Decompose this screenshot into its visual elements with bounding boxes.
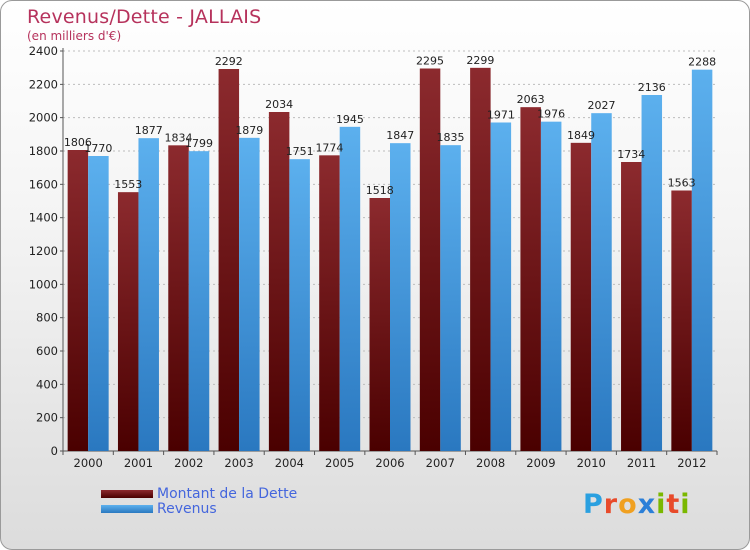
logo-letter: r (603, 489, 619, 520)
legend-swatch-dette (101, 490, 153, 498)
y-tick-label: 800 (36, 311, 58, 325)
x-tick-label: 2012 (677, 456, 706, 470)
logo-letter: P (583, 489, 604, 520)
bar-dette-2000 (67, 150, 89, 451)
value-label-revenus-2002: 1799 (185, 137, 213, 150)
value-label-revenus-2010: 2027 (587, 99, 615, 112)
bar-revenus-2011 (641, 95, 663, 451)
bar-revenus-2007 (440, 145, 461, 451)
bar-dette-2010 (570, 142, 592, 452)
y-tick-label: 600 (36, 344, 58, 358)
bar-revenus-2001 (138, 138, 159, 451)
value-label-dette-2012: 1563 (668, 177, 696, 190)
bar-dette-2008 (470, 67, 491, 451)
x-tick-label: 2008 (476, 456, 505, 470)
x-tick-label: 2001 (124, 456, 153, 470)
y-tick-label: 1200 (29, 244, 58, 258)
value-label-revenus-2007: 1835 (437, 131, 465, 144)
logo-letter: x (637, 489, 657, 520)
value-label-dette-2001: 1553 (114, 178, 142, 191)
chart-title: Revenus/Dette - JALLAIS (27, 6, 262, 28)
logo-letter: i (680, 489, 691, 520)
y-tick-label: 0 (51, 444, 58, 458)
x-tick-label: 2000 (74, 456, 103, 470)
bar-dette-2012 (671, 190, 692, 451)
y-tick-label: 200 (36, 411, 58, 425)
x-tick-label: 2005 (325, 456, 354, 470)
value-label-dette-2005: 1774 (315, 141, 343, 154)
value-label-dette-2003: 2292 (215, 55, 243, 68)
value-label-revenus-2000: 1770 (84, 142, 112, 155)
bar-dette-2006 (369, 198, 390, 451)
bar-dette-2009 (520, 107, 541, 452)
y-tick-label: 1600 (29, 177, 58, 191)
y-tick-label: 2000 (29, 111, 58, 125)
bar-dette-2002 (168, 145, 189, 452)
chart-subtitle: (en milliers d'€) (27, 29, 122, 43)
y-tick-label: 2400 (29, 44, 58, 58)
value-label-revenus-2003: 1879 (235, 124, 263, 137)
bar-dette-2003 (218, 69, 240, 451)
logo-letter: t (666, 489, 681, 520)
x-tick-label: 2011 (627, 456, 656, 470)
bar-revenus-2012 (691, 69, 713, 452)
bar-revenus-2010 (591, 113, 612, 452)
value-label-dette-2006: 1518 (366, 184, 394, 197)
bar-dette-2005 (319, 155, 340, 452)
x-tick-label: 2002 (174, 456, 203, 470)
value-label-dette-2000: 1806 (64, 136, 92, 149)
bar-revenus-2000 (88, 156, 109, 451)
value-label-dette-2004: 2034 (265, 98, 293, 111)
bar-revenus-2004 (289, 159, 310, 451)
value-label-dette-2007: 2295 (416, 55, 444, 68)
value-label-dette-2010: 1849 (567, 129, 595, 142)
value-label-dette-2002: 1834 (165, 131, 193, 144)
x-tick-label: 2003 (224, 456, 253, 470)
bar-revenus-2002 (188, 151, 210, 451)
y-tick-label: 2200 (29, 77, 58, 91)
x-tick-label: 2006 (375, 456, 404, 470)
bar-revenus-2008 (490, 122, 512, 451)
value-label-revenus-2004: 1751 (286, 145, 314, 158)
value-label-dette-2008: 2299 (466, 54, 494, 67)
x-tick-label: 2009 (526, 456, 555, 470)
bar-revenus-2009 (540, 121, 562, 452)
proxiti-logo: Proxiti (583, 489, 691, 520)
logo-letter: i (656, 489, 667, 520)
logo-letter: o (618, 489, 638, 520)
y-tick-label: 1400 (29, 211, 58, 225)
bar-dette-2001 (117, 192, 139, 451)
value-label-dette-2011: 1734 (617, 148, 645, 161)
y-tick-label: 400 (36, 377, 58, 391)
legend-label-revenus: Revenus (157, 501, 217, 517)
bar-dette-2007 (419, 68, 441, 451)
x-tick-label: 2004 (275, 456, 304, 470)
x-tick-label: 2007 (426, 456, 455, 470)
value-label-revenus-2005: 1945 (336, 113, 364, 126)
value-label-revenus-2009: 1976 (537, 108, 565, 121)
bar-revenus-2003 (239, 137, 260, 452)
bar-revenus-2005 (339, 126, 361, 451)
value-label-revenus-2011: 2136 (638, 81, 666, 94)
value-label-revenus-2008: 1971 (487, 109, 515, 122)
value-label-revenus-2001: 1877 (135, 124, 163, 137)
legend-label-dette: Montant de la Dette (157, 486, 298, 502)
bar-revenus-2006 (390, 143, 411, 451)
value-label-revenus-2012: 2288 (688, 56, 716, 69)
bar-dette-2004 (268, 112, 290, 451)
y-tick-label: 1800 (29, 144, 58, 158)
legend-swatch-revenus (101, 505, 153, 513)
bar-dette-2011 (621, 162, 642, 451)
value-label-dette-2009: 2063 (517, 93, 545, 106)
y-tick-label: 1000 (29, 277, 58, 291)
x-tick-label: 2010 (577, 456, 606, 470)
value-label-revenus-2006: 1847 (386, 129, 414, 142)
